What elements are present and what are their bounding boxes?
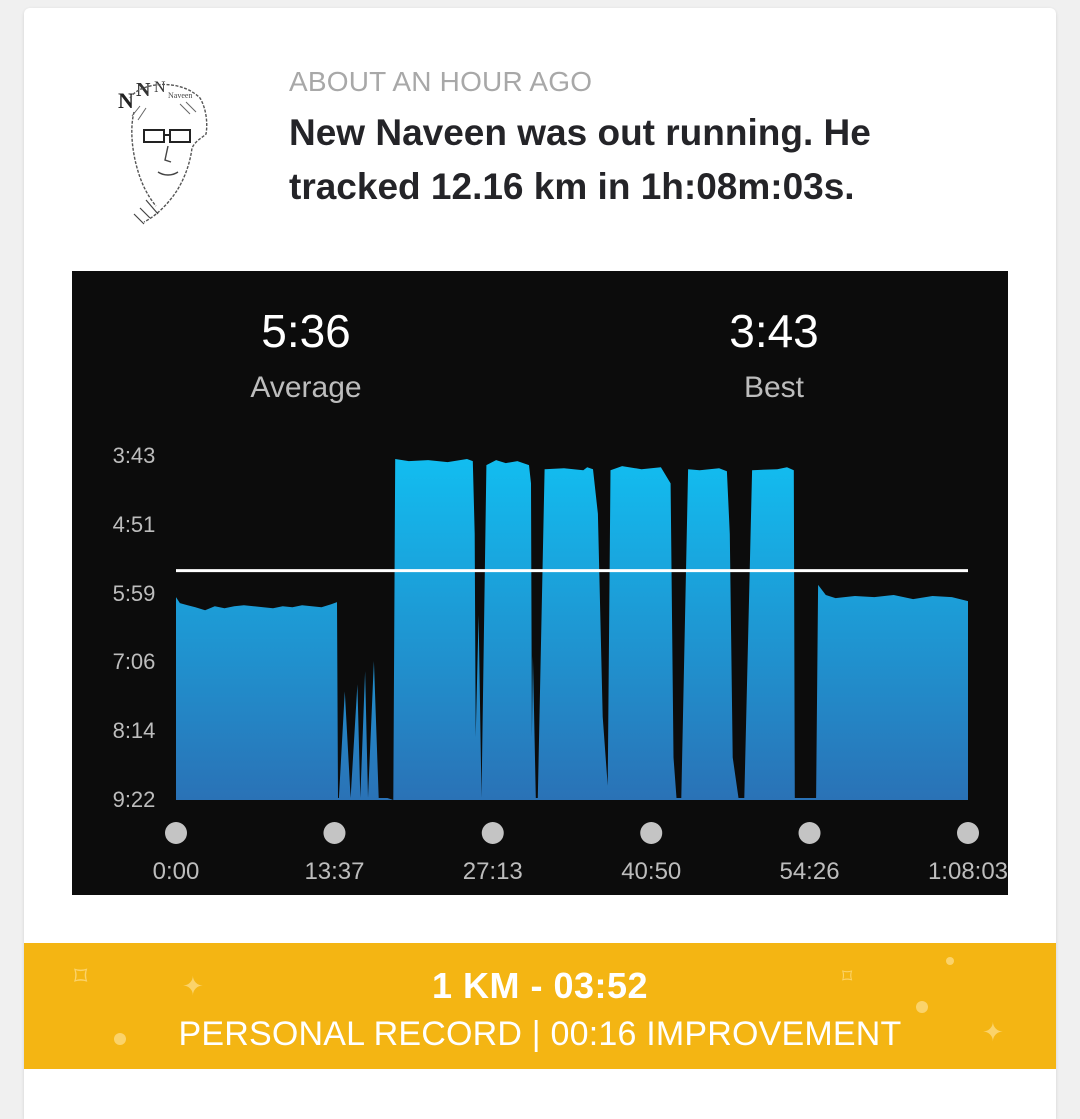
avatar-letter: N [136,79,151,101]
avatar-letter: N [154,79,166,96]
y-axis-tick-label: 5:59 [113,581,156,606]
x-axis-tick-dot [798,822,821,844]
average-pace-value: 5:36 [261,305,351,357]
pace-area-series [176,459,968,800]
confetti-dot-icon [916,1001,928,1013]
avatar-letter: N [118,88,134,113]
best-pace-label: Best [744,371,805,404]
user-avatar[interactable]: N N N Naveen [110,68,210,228]
activity-card[interactable]: N N N Naveen ABOUT AN HOUR AGO New Navee… [24,8,1056,1119]
x-axis-tick-label: 27:13 [463,858,523,885]
best-pace-value: 3:43 [729,305,819,357]
avatar-sketch-icon: N N N Naveen [118,79,208,225]
x-axis-tick-label: 54:26 [779,858,839,885]
y-axis-tick-label: 7:06 [113,649,156,674]
x-axis-tick-dot [481,822,504,844]
confetti-dot-icon [946,957,954,965]
x-axis-tick-label: 1:08:03 [928,858,1008,885]
sparkle-icon: ⌑ [842,966,853,988]
y-axis-tick-label: 3:43 [113,443,156,468]
avatar-letter: Naveen [168,91,192,100]
pace-chart-svg: 5:36 Average 3:43 Best 3:43 4:51 5:59 7:06 8… [113,305,1008,885]
x-axis-tick-dot [323,822,346,844]
activity-headline[interactable]: New Naveen was out running. He tracked 1… [289,112,871,207]
confetti-dot-icon [114,1033,126,1045]
sparkle-icon: ✦ [982,1017,1004,1047]
personal-record-banner[interactable]: ⌑ ✦ ⌑ ✦ 1 KM - 03:52 PERSONAL RECORD | 0… [24,943,1056,1069]
sparkle-icon: ✦ [182,971,204,1001]
y-axis-tick-label: 4:51 [113,512,156,537]
pace-chart[interactable]: 5:36 Average 3:43 Best 3:43 4:51 5:59 7:06 8… [72,271,1008,895]
x-axis-tick-dot [165,822,187,844]
record-subtitle: PERSONAL RECORD | 00:16 IMPROVEMENT [178,1015,902,1053]
x-axis-tick-label: 0:00 [153,858,200,885]
y-axis-tick-label: 8:14 [113,718,156,743]
activity-timestamp: ABOUT AN HOUR AGO [289,66,593,97]
x-axis-tick-dot [640,822,663,844]
record-value: 1 KM - 03:52 [431,965,649,1006]
x-axis-tick-label: 13:37 [304,858,364,885]
x-axis-tick-label: 40:50 [621,858,681,885]
average-pace-label: Average [250,371,361,404]
x-axis-tick-dot [957,822,979,844]
sparkle-icon: ⌑ [74,961,88,991]
y-axis-tick-label: 9:22 [113,787,156,812]
